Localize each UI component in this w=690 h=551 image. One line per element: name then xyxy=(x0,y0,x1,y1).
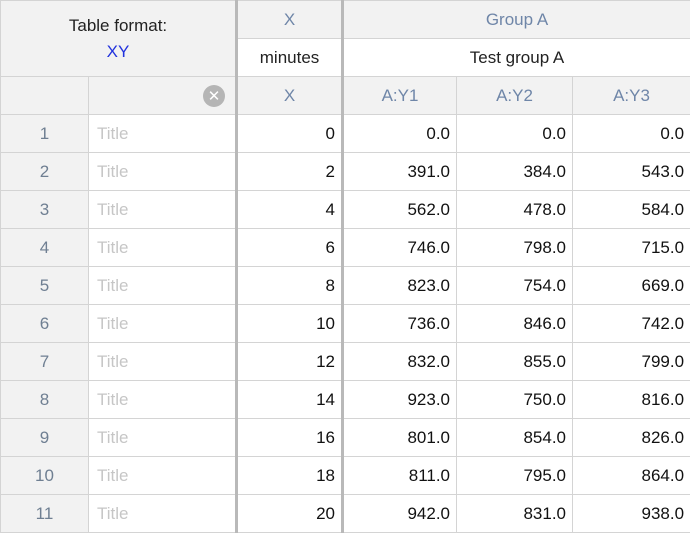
row-title-cell[interactable]: Title xyxy=(87,380,239,419)
a-y3-cell[interactable]: 816.0 xyxy=(572,380,690,419)
a-y2-cell[interactable]: 0.0 xyxy=(456,114,574,153)
row-title-cell[interactable]: Title xyxy=(87,114,239,153)
row-number[interactable]: 7 xyxy=(0,342,89,381)
a-y1-cell[interactable]: 736.0 xyxy=(342,304,458,343)
a-y3-cell[interactable]: 669.0 xyxy=(572,266,690,305)
table-row: 7 Title 12 832.0 855.0 799.0 xyxy=(0,342,690,381)
a-y1-cell[interactable]: 0.0 xyxy=(342,114,458,153)
row-title-cell[interactable]: Title xyxy=(87,266,239,305)
row-number[interactable]: 6 xyxy=(0,304,89,343)
table-row: 1 Title 0 0.0 0.0 0.0 xyxy=(0,114,690,153)
a-y3-cell[interactable]: 584.0 xyxy=(572,190,690,229)
table-format-label: Table format: xyxy=(68,15,168,35)
a-y3-cell[interactable]: 826.0 xyxy=(572,418,690,457)
x-value-cell[interactable]: 10 xyxy=(236,304,345,343)
x-value-cell[interactable]: 2 xyxy=(236,152,345,191)
row-number[interactable]: 1 xyxy=(0,114,89,153)
header-row-sub: ✕ X A:Y1 A:Y2 A:Y3 xyxy=(0,76,690,115)
clear-circle-icon[interactable]: ✕ xyxy=(203,84,226,107)
row-title-cell[interactable]: Title xyxy=(87,418,239,457)
a-y3-cell[interactable]: 864.0 xyxy=(572,456,690,495)
header-row-title: minutes Test group A xyxy=(1,38,690,77)
x-subcolumn[interactable]: X xyxy=(236,76,345,115)
table-row: 11 Title 20 942.0 831.0 938.0 xyxy=(0,494,690,533)
corner-cell xyxy=(0,76,89,115)
table-row: 8 Title 14 923.0 750.0 816.0 xyxy=(0,380,690,419)
row-number[interactable]: 3 xyxy=(0,190,89,229)
table-row: 3 Title 4 562.0 478.0 584.0 xyxy=(0,190,690,229)
a-y1-cell[interactable]: 823.0 xyxy=(342,266,458,305)
table-row: 10 Title 18 811.0 795.0 864.0 xyxy=(0,456,690,495)
a-y2-cell[interactable]: 854.0 xyxy=(456,418,574,457)
data-table: Table format: XY X Group A minutes Test … xyxy=(0,0,690,533)
row-title-cell[interactable]: Title xyxy=(87,342,239,381)
a-y2-cell[interactable]: 855.0 xyxy=(456,342,574,381)
a-y2-cell[interactable]: 750.0 xyxy=(456,380,574,419)
a-y1-cell[interactable]: 746.0 xyxy=(342,228,458,267)
row-number[interactable]: 4 xyxy=(0,228,89,267)
row-number[interactable]: 11 xyxy=(0,494,89,533)
x-value-cell[interactable]: 4 xyxy=(236,190,345,229)
table-format-cell[interactable]: Table format: XY xyxy=(0,0,239,77)
x-value-cell[interactable]: 12 xyxy=(236,342,345,381)
a-y1-cell[interactable]: 942.0 xyxy=(342,494,458,533)
x-value-cell[interactable]: 16 xyxy=(236,418,345,457)
row-title-cell[interactable]: Title xyxy=(87,228,239,267)
a-y1-cell[interactable]: 811.0 xyxy=(342,456,458,495)
header-row-group: Table format: XY X Group A xyxy=(0,0,690,77)
row-title-cell[interactable]: Title xyxy=(87,190,239,229)
row-number[interactable]: 8 xyxy=(0,380,89,419)
a-y1-cell[interactable]: 801.0 xyxy=(342,418,458,457)
a-y1-cell[interactable]: 923.0 xyxy=(342,380,458,419)
table-row: 2 Title 2 391.0 384.0 543.0 xyxy=(0,152,690,191)
a-y2-cell[interactable]: 798.0 xyxy=(456,228,574,267)
row-title-cell[interactable]: Title xyxy=(87,304,239,343)
a-y1-cell[interactable]: 562.0 xyxy=(342,190,458,229)
row-number[interactable]: 5 xyxy=(0,266,89,305)
table-row: 4 Title 6 746.0 798.0 715.0 xyxy=(0,228,690,267)
a-y2-cell[interactable]: 846.0 xyxy=(456,304,574,343)
clear-titles-cell: ✕ xyxy=(87,76,239,115)
x-value-cell[interactable]: 0 xyxy=(236,114,345,153)
x-value-cell[interactable]: 6 xyxy=(236,228,345,267)
row-title-cell[interactable]: Title xyxy=(87,494,239,533)
table-row: 6 Title 10 736.0 846.0 742.0 xyxy=(0,304,690,343)
subcolumn-a-y1[interactable]: A:Y1 xyxy=(342,76,458,115)
a-y2-cell[interactable]: 478.0 xyxy=(456,190,574,229)
x-value-cell[interactable]: 14 xyxy=(236,380,345,419)
a-y2-cell[interactable]: 831.0 xyxy=(456,494,574,533)
subcolumn-a-y2[interactable]: A:Y2 xyxy=(456,76,574,115)
a-y3-cell[interactable]: 799.0 xyxy=(572,342,690,381)
row-title-cell[interactable]: Title xyxy=(87,152,239,191)
x-column-title[interactable]: minutes xyxy=(236,38,345,77)
x-value-cell[interactable]: 18 xyxy=(236,456,345,495)
a-y3-cell[interactable]: 0.0 xyxy=(572,114,690,153)
a-y1-cell[interactable]: 832.0 xyxy=(342,342,458,381)
a-y2-cell[interactable]: 754.0 xyxy=(456,266,574,305)
group-a-title[interactable]: Test group A xyxy=(342,38,690,77)
x-value-cell[interactable]: 8 xyxy=(236,266,345,305)
a-y3-cell[interactable]: 742.0 xyxy=(572,304,690,343)
group-a-header[interactable]: Group A xyxy=(342,0,690,39)
x-value-cell[interactable]: 20 xyxy=(236,494,345,533)
table-row: 9 Title 16 801.0 854.0 826.0 xyxy=(0,418,690,457)
row-title-cell[interactable]: Title xyxy=(87,456,239,495)
table-row: 5 Title 8 823.0 754.0 669.0 xyxy=(0,266,690,305)
a-y2-cell[interactable]: 795.0 xyxy=(456,456,574,495)
a-y3-cell[interactable]: 543.0 xyxy=(572,152,690,191)
a-y3-cell[interactable]: 715.0 xyxy=(572,228,690,267)
row-number[interactable]: 2 xyxy=(0,152,89,191)
table-format-value: XY xyxy=(106,41,130,61)
x-column-group[interactable]: X xyxy=(236,0,345,39)
a-y3-cell[interactable]: 938.0 xyxy=(572,494,690,533)
row-number[interactable]: 10 xyxy=(0,456,89,495)
a-y1-cell[interactable]: 391.0 xyxy=(342,152,458,191)
subcolumn-a-y3[interactable]: A:Y3 xyxy=(572,76,690,115)
row-number[interactable]: 9 xyxy=(0,418,89,457)
a-y2-cell[interactable]: 384.0 xyxy=(456,152,574,191)
